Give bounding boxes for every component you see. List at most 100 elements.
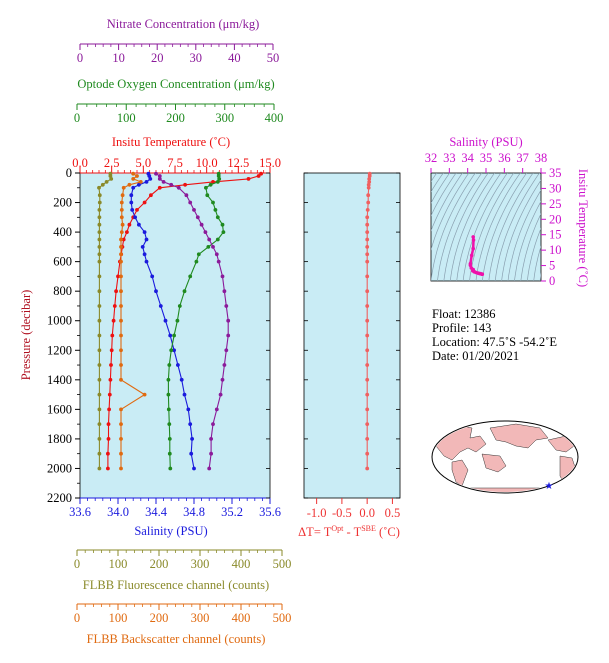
salinity-point [150,274,155,279]
insitu-temperature-point [121,237,126,242]
density-contour [514,200,541,281]
insitu-temperature-point [127,222,132,227]
ts-salinity-tick-label: 36 [498,151,511,165]
ts-temperature-tick-label: 15 [549,228,562,242]
flbb-backscatter-point [119,274,123,279]
salinity-point [129,193,134,198]
optode-oxygen-point [213,208,218,212]
density-contour [431,173,470,251]
t-point [366,200,371,205]
flbb-fluorescence-point [97,348,102,353]
t-point [365,289,370,294]
t-point [367,177,372,181]
flbb-fluorescence-point [97,318,102,323]
pressure-tick-label: 0 [66,166,72,180]
flbb-fluorescence-point [97,230,102,235]
optode-oxygen-point [205,193,210,198]
insitu-temperature-point [106,437,111,441]
ts-temperature-tick-label: 35 [549,166,562,180]
flbb-backscatter-point [120,222,125,227]
salinity-point [168,333,173,338]
optode-oxygen-point [208,182,213,187]
flbb-fluorescence-point [97,407,102,412]
t-point [365,422,370,426]
density-contour [431,173,457,217]
insitu-temperature-point [157,185,162,190]
optode-oxygen-point [217,177,222,181]
t-point [365,274,370,279]
nitrate-point [209,451,214,456]
pressure-axis-label: Pressure (decibar) [19,290,33,381]
density-contour [456,173,502,281]
t-point [365,466,370,471]
salinity-point [137,182,141,187]
insitu-temperature-point [107,407,111,412]
optode-oxygen-point [194,259,199,264]
location: Location: 47.5˚S -54.2˚E [432,335,557,349]
flbb-fluorescence-point [97,185,101,190]
density-contour [475,173,521,281]
density-contour [431,173,476,281]
t-point [365,451,370,456]
salinity-point [129,200,134,205]
t-point [365,392,370,397]
optode-oxygen-point [167,437,172,441]
density-contour [494,173,540,281]
salinity-point [144,237,149,242]
flbb-backscatter-tick-label: 0 [74,611,80,625]
optode-oxygen-point [220,222,225,227]
float-position-marker: ★ [545,481,554,492]
optode-oxygen-point [177,304,182,308]
ts-profile-point [471,235,476,239]
nitrate-point [161,180,166,184]
flbb-fluorescence-point [97,363,102,367]
t-point [365,333,370,338]
t-point [365,208,370,212]
flbb-fluorescence-point [97,215,102,220]
salinity-point [137,222,141,227]
insitu-temperature-point [106,422,111,426]
flbb-backscatter-tick-label: 400 [232,611,251,625]
flbb-fluorescence-tick-label: 300 [191,557,210,571]
nitrate-tick-label: 40 [228,51,241,65]
optode-oxygen-point [196,252,201,257]
nitrate-point [226,333,231,338]
insitu-temperature-point [106,466,110,471]
flbb-backscatter-point [119,422,123,426]
pressure-tick-label: 1800 [47,432,72,446]
flbb-backscatter-point [119,237,123,242]
ts-profile-point [480,272,485,277]
flbb-backscatter-point [119,215,124,220]
insitu-temperature-point [106,451,110,456]
salinity-point [189,451,194,456]
flbb-fluorescence-point [108,174,113,178]
nitrate-point [214,252,219,257]
flbb-fluorescence-tick-label: 500 [273,557,292,571]
nitrate-point [224,304,229,308]
ts-profile-point [471,238,476,242]
temperature-tick-label: 10.0 [196,156,218,170]
nitrate-point [216,259,221,264]
flbb-backscatter-point [119,259,123,264]
delta-t-axis-label: ΔT= TOpt - TSBE (˚C) [298,524,400,539]
density-contour [431,173,463,232]
pressure-tick-label: 1600 [47,402,72,416]
flbb-fluorescence-point [104,180,109,184]
flbb-fluorescence-tick-label: 400 [232,557,251,571]
flbb-backscatter-axis-label: FLBB Backscatter channel (counts) [87,632,266,646]
flbb-backscatter-point [119,407,123,412]
density-contour [443,173,489,281]
salinity-point [140,245,145,249]
nitrate-point [188,200,193,205]
optode-oxygen-point [216,174,221,178]
insitu-temperature-point [107,392,112,397]
flbb-fluorescence-point [97,377,102,382]
nitrate-point [218,392,223,397]
optode-oxygen-point [166,377,171,382]
salinity-point [190,437,195,441]
temperature-tick-label: 7.5 [167,156,183,170]
optode-oxygen-point [175,318,180,323]
salinity-axis-label: Salinity (PSU) [134,524,207,538]
temperature-tick-label: 0.0 [72,156,88,170]
